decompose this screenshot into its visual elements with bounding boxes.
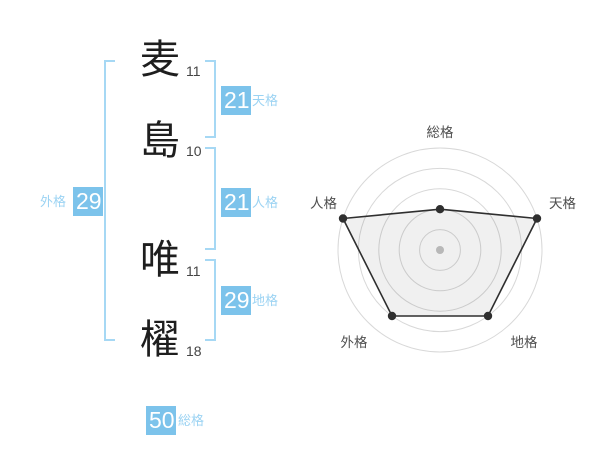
name-char-2-strokes: 10 <box>186 143 202 159</box>
gaikaku-value-badge: 29 <box>73 187 103 216</box>
name-char-4: 櫂 <box>140 318 180 362</box>
radar-vertex-dot <box>435 205 445 214</box>
jinkaku-label: 人格 <box>252 195 279 210</box>
radar-vertex-dot <box>532 214 542 223</box>
radar-axis-label-2: 天格 <box>549 196 577 211</box>
gaikaku-label: 外格 <box>40 194 67 209</box>
jinkaku-bracket <box>205 147 216 250</box>
radar-vertex-dot <box>387 311 397 321</box>
name-char-3: 唯 <box>140 238 180 282</box>
radar-center-dot <box>436 246 444 254</box>
radar-axis-label-3: 地格 <box>511 335 539 350</box>
chikaku-label: 地格 <box>252 293 279 308</box>
chikaku-value-badge: 29 <box>221 286 251 315</box>
soukaku-label: 総格 <box>178 413 205 428</box>
radar-vertex-dot <box>338 214 348 223</box>
radar-grid-ring <box>378 188 502 312</box>
radar-vertex-dot <box>483 311 493 321</box>
name-char-4-strokes: 18 <box>186 343 202 359</box>
radar-axis-label-4: 外格 <box>341 335 368 350</box>
name-char-1: 麦 <box>140 38 180 82</box>
radar-grid-ring <box>419 229 461 271</box>
radar-grid-ring <box>337 147 543 353</box>
chikaku-bracket <box>205 259 216 341</box>
soukaku-value-badge: 50 <box>146 406 176 435</box>
tenkaku-value-badge: 21 <box>221 86 251 115</box>
gaikaku-bracket <box>104 60 115 341</box>
tenkaku-bracket <box>205 60 216 138</box>
radar-data-polygon <box>341 208 539 317</box>
name-char-3-strokes: 11 <box>186 263 201 279</box>
jinkaku-value-badge: 21 <box>221 188 251 217</box>
radar-axis-label-5: 人格 <box>310 196 337 211</box>
name-char-2: 島 <box>140 119 180 163</box>
radar-axis-label-1: 総格 <box>427 125 454 140</box>
name-char-1-strokes: 11 <box>186 63 201 79</box>
tenkaku-label: 天格 <box>252 93 279 108</box>
